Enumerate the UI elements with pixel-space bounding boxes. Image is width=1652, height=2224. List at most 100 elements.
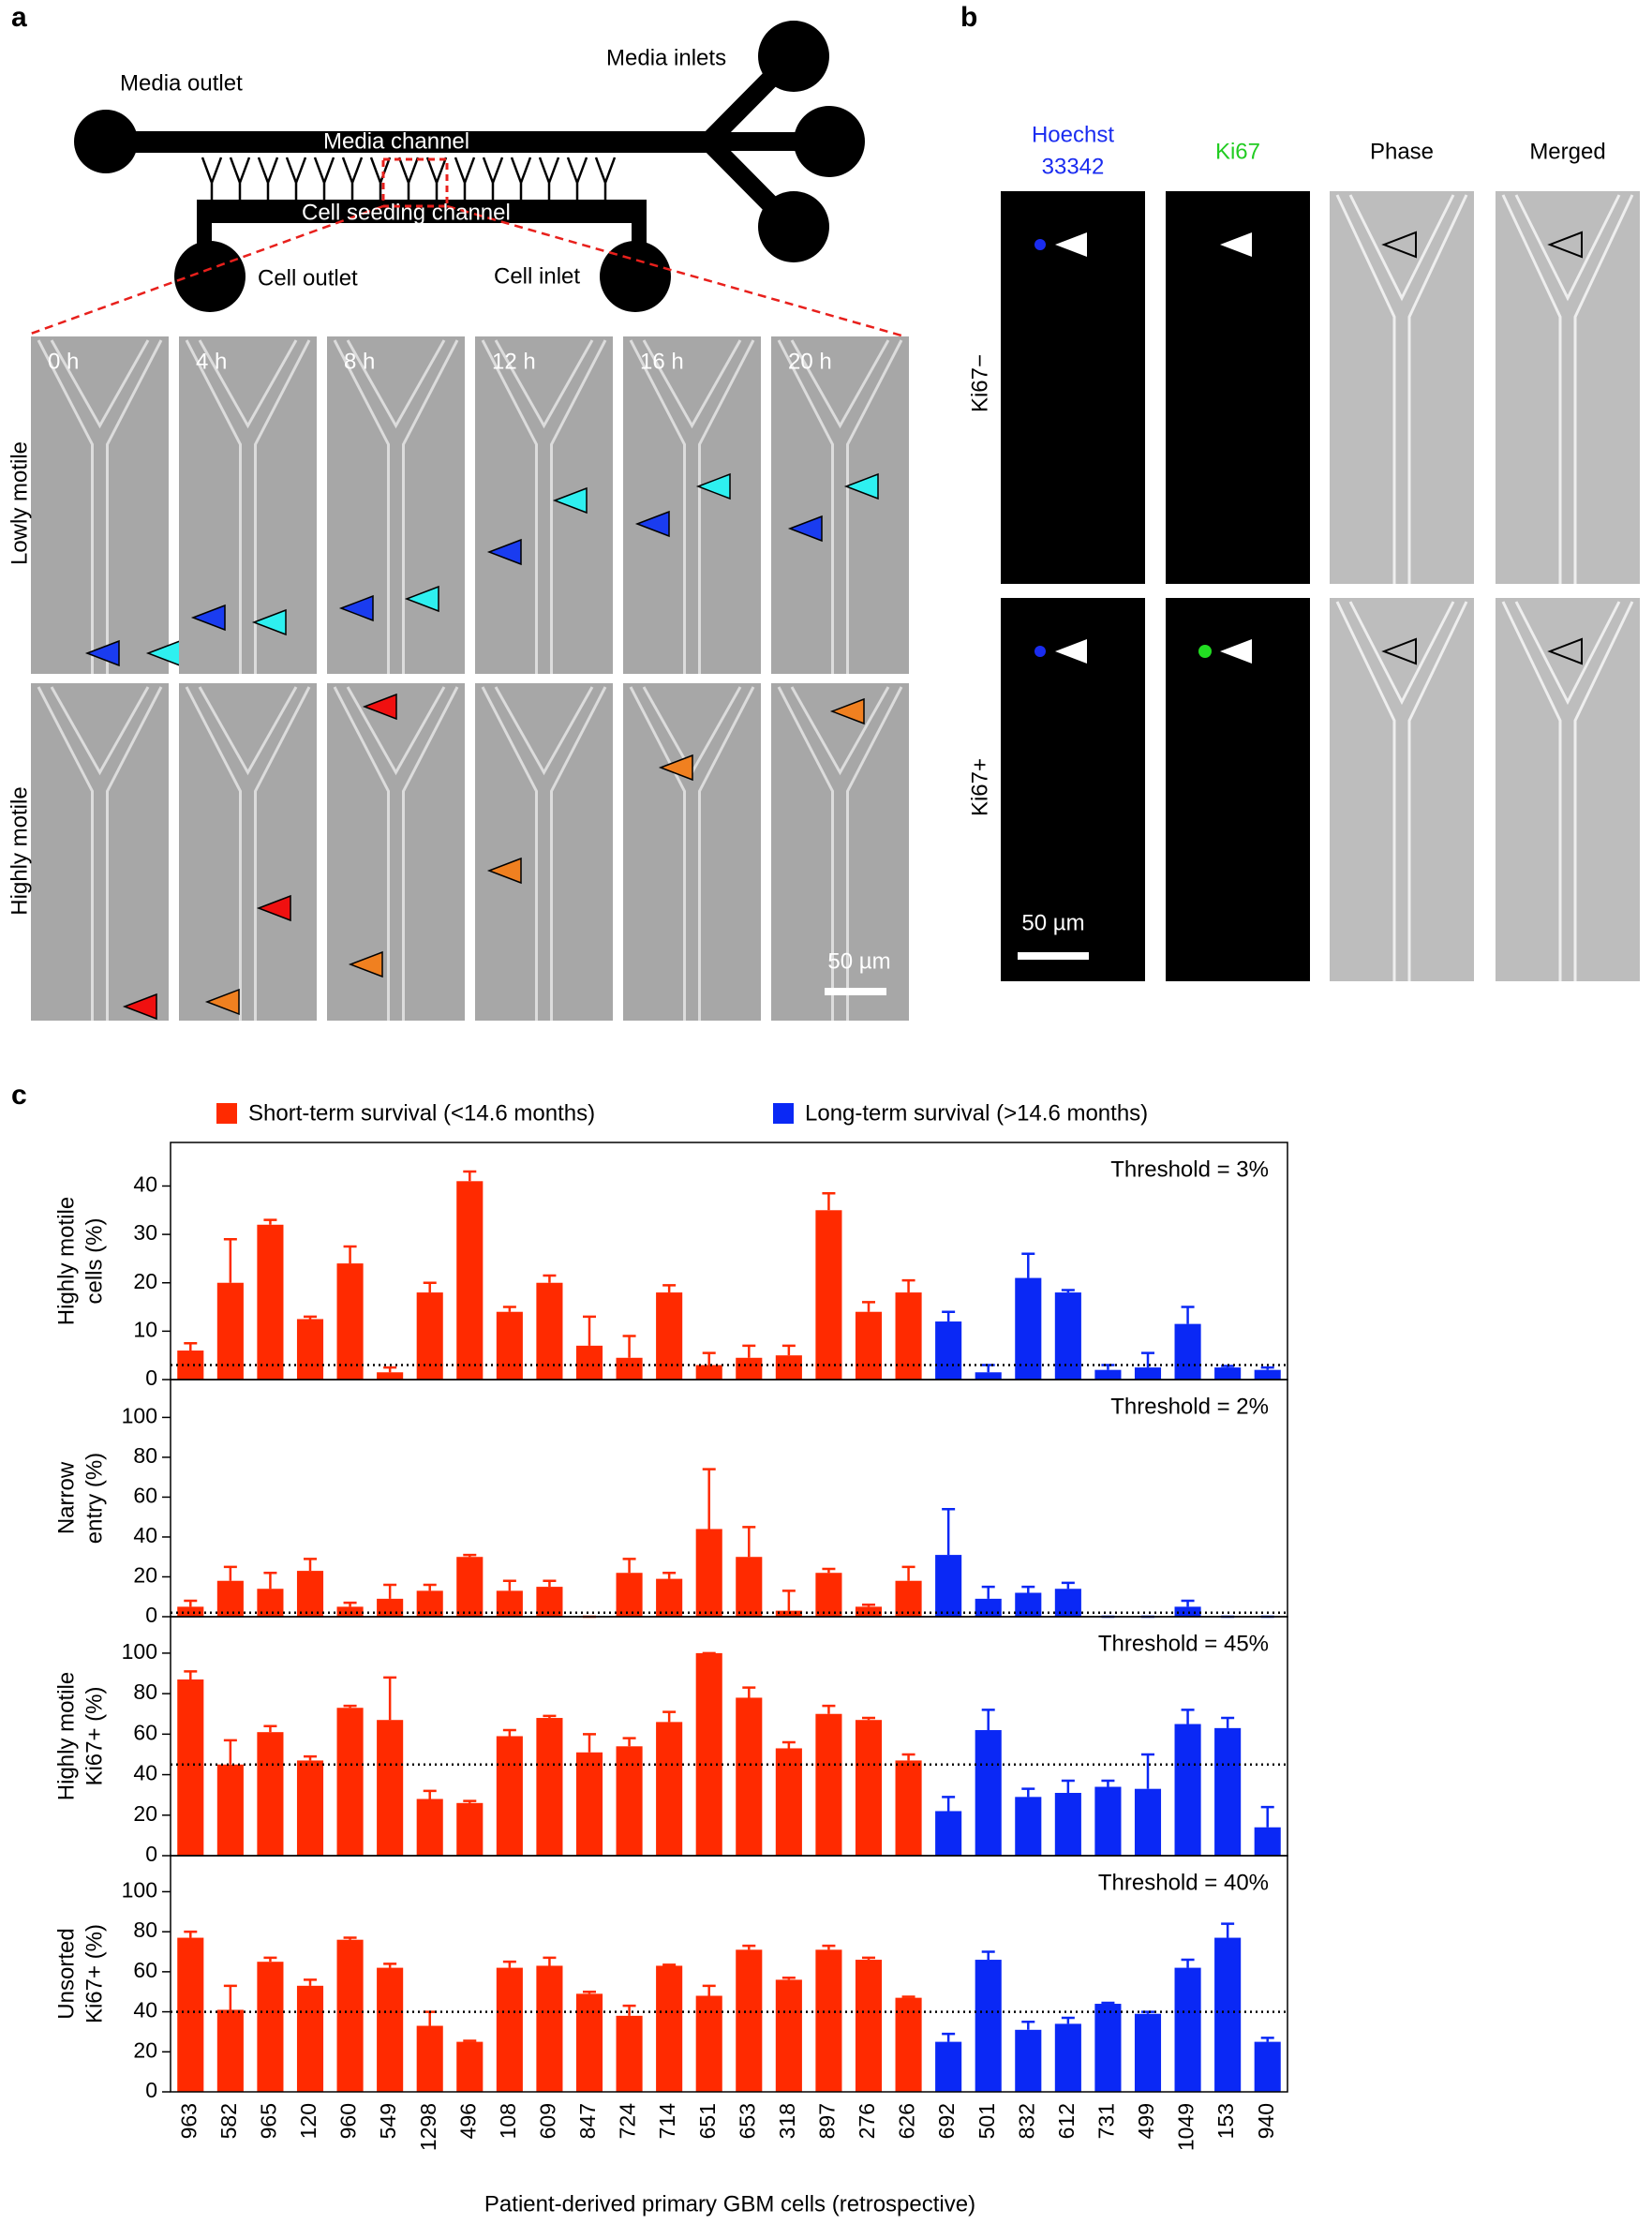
y-axis-label: Highly motile: [53, 1197, 79, 1325]
label-media-outlet: Media outlet: [120, 70, 243, 96]
arrowhead: [1055, 232, 1087, 257]
x-tick-label: 847: [575, 2103, 600, 2139]
row-label: Lowly motile: [7, 441, 32, 565]
channel: [481, 686, 607, 1021]
error-bar: [1101, 1364, 1115, 1370]
error-bar: [942, 1310, 956, 1322]
error-bar: [383, 1583, 397, 1599]
error-bar: [1101, 1779, 1115, 1787]
bar: [656, 1292, 683, 1380]
row-label: Highly motile: [7, 786, 32, 915]
bar: [257, 1732, 284, 1856]
y-axis-label: Ki67+ (%): [82, 1686, 107, 1785]
y-tick-label: 80: [133, 1679, 157, 1704]
channel: [1501, 194, 1634, 584]
arrowhead: [122, 993, 157, 1021]
y-tick-label: 60: [133, 1484, 157, 1508]
channel: [1335, 194, 1468, 584]
y-tick-label: 20: [133, 1269, 157, 1293]
channel: [37, 686, 163, 1021]
bar: [616, 2015, 643, 2092]
error-bar: [662, 1963, 677, 1966]
error-bar: [1021, 1252, 1035, 1278]
image-tile: [31, 683, 169, 1021]
error-bar: [1021, 1787, 1035, 1798]
error-bar: [1061, 1289, 1075, 1293]
bar: [656, 1965, 683, 2092]
channel: [1514, 194, 1621, 302]
error-bar: [223, 1565, 237, 1581]
error-bar: [343, 1936, 357, 1940]
bar: [216, 1764, 244, 1856]
error-bar: [1021, 1585, 1035, 1593]
error-bar: [702, 1351, 716, 1366]
image-tile: [1001, 191, 1145, 584]
x-tick-label: 501: [975, 2103, 999, 2139]
arrowhead: [552, 486, 588, 515]
channel: [790, 339, 890, 429]
error-bar: [502, 1960, 516, 1968]
bar: [336, 1263, 364, 1380]
row-label: Ki67−: [967, 354, 992, 412]
y-tick-label: 20: [133, 1563, 157, 1588]
bar: [1214, 1727, 1242, 1856]
channel: [198, 686, 298, 776]
error-bar: [383, 1963, 397, 1968]
x-tick-label: 965: [257, 2103, 281, 2139]
y-tick-label: 0: [145, 1842, 157, 1866]
y-tick-label: 40: [133, 1998, 157, 2022]
image-tile: [1166, 598, 1310, 981]
channel: [346, 339, 446, 429]
branch: [454, 157, 476, 200]
error-bar: [223, 1739, 237, 1765]
error-bar: [622, 1558, 636, 1574]
device-diagram: [30, 21, 902, 337]
x-tick-label: 120: [296, 2103, 320, 2139]
error-bar: [702, 1468, 716, 1530]
bar: [935, 1321, 962, 1380]
bar: [1054, 2023, 1081, 2092]
arrowhead: [1055, 639, 1087, 664]
x-tick-label: 108: [496, 2103, 520, 2139]
y-tick-label: 60: [133, 1720, 157, 1744]
arrowhead: [829, 697, 865, 725]
error-bar: [862, 1956, 875, 1961]
arrowhead: [84, 639, 120, 667]
label-cell-outlet: Cell outlet: [258, 265, 358, 291]
time-lapse-images: [31, 336, 909, 1021]
image-tile: [179, 683, 317, 1021]
image-tile: [1330, 598, 1474, 981]
y-tick-label: 0: [145, 1366, 157, 1390]
bar: [336, 1708, 364, 1856]
channel: [333, 339, 459, 674]
error-bar: [383, 1366, 397, 1373]
y-tick-label: 80: [133, 1918, 157, 1942]
error-bar: [1061, 2016, 1075, 2024]
image-tile: [1001, 598, 1145, 981]
error-bar: [942, 2032, 956, 2042]
y-tick-label: 40: [133, 1172, 157, 1197]
y-axis-label: cells (%): [82, 1217, 107, 1304]
arrowhead: [190, 604, 226, 632]
y-tick-label: 0: [145, 1603, 157, 1627]
image-tile: [623, 683, 761, 1021]
channel: [494, 686, 594, 776]
bar: [296, 1319, 324, 1380]
error-bar: [622, 1737, 636, 1747]
error-bar: [781, 1977, 796, 1980]
legend-swatch: [773, 1103, 794, 1124]
channel: [642, 339, 742, 429]
x-tick-label: 714: [655, 2103, 679, 2140]
branch: [425, 157, 448, 200]
channel: [37, 339, 163, 674]
bar: [736, 1697, 763, 1856]
error-bar: [662, 1710, 677, 1723]
error-bar: [901, 1278, 915, 1293]
y-axis-label: Unsorted: [53, 1928, 79, 2019]
bar: [815, 1713, 842, 1856]
error-bar: [223, 1984, 237, 2010]
x-tick-label: 499: [1134, 2103, 1158, 2139]
plot-frame: [170, 1855, 1288, 2093]
threshold-annotation: Threshold = 45%: [1098, 1631, 1269, 1656]
